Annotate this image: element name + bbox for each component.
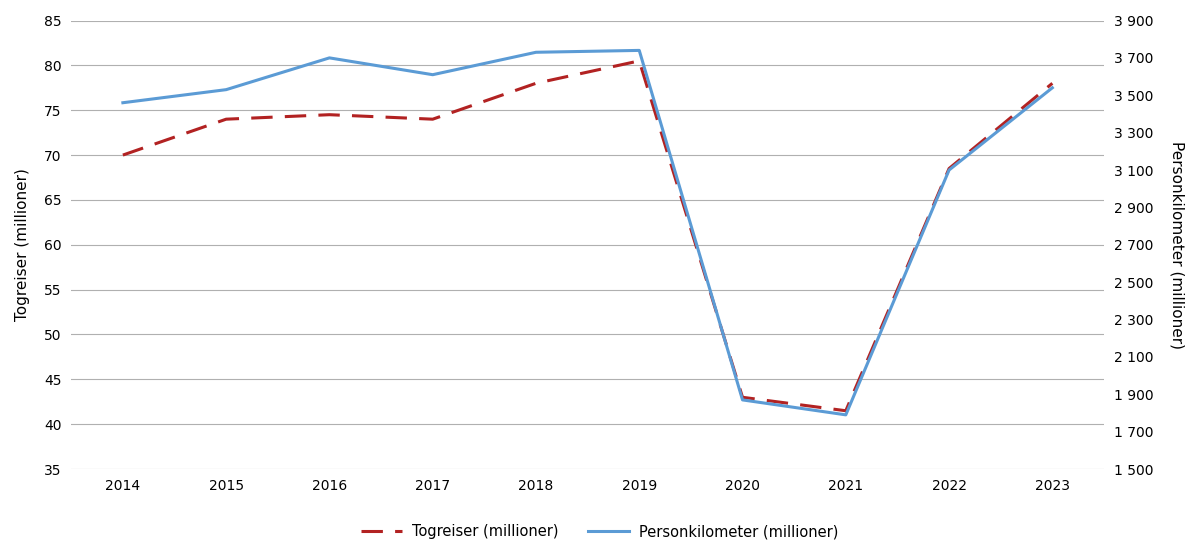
Togreiser (millioner) xyxy=(115,152,130,158)
Line: Personkilometer (millioner): Personkilometer (millioner) xyxy=(122,50,1052,415)
Personkilometer (millioner) xyxy=(529,49,544,56)
Personkilometer (millioner) xyxy=(323,55,337,61)
Togreiser (millioner) xyxy=(1045,80,1060,86)
Togreiser (millioner) xyxy=(736,394,750,401)
Personkilometer (millioner) xyxy=(632,47,647,54)
Personkilometer (millioner) xyxy=(218,86,233,93)
Personkilometer (millioner) xyxy=(426,71,440,78)
Personkilometer (millioner) xyxy=(736,397,750,403)
Personkilometer (millioner) xyxy=(1045,84,1060,91)
Line: Togreiser (millioner): Togreiser (millioner) xyxy=(122,61,1052,411)
Legend: Togreiser (millioner), Personkilometer (millioner): Togreiser (millioner), Personkilometer (… xyxy=(355,518,845,545)
Togreiser (millioner) xyxy=(632,57,647,64)
Personkilometer (millioner) xyxy=(115,99,130,106)
Y-axis label: Togreiser (millioner): Togreiser (millioner) xyxy=(14,169,30,321)
Togreiser (millioner) xyxy=(529,80,544,86)
Togreiser (millioner) xyxy=(839,407,853,414)
Togreiser (millioner) xyxy=(323,112,337,118)
Togreiser (millioner) xyxy=(218,116,233,123)
Personkilometer (millioner) xyxy=(942,167,956,174)
Y-axis label: Personkilometer (millioner): Personkilometer (millioner) xyxy=(1170,141,1186,349)
Personkilometer (millioner) xyxy=(839,411,853,418)
Togreiser (millioner) xyxy=(942,165,956,172)
Togreiser (millioner) xyxy=(426,116,440,123)
